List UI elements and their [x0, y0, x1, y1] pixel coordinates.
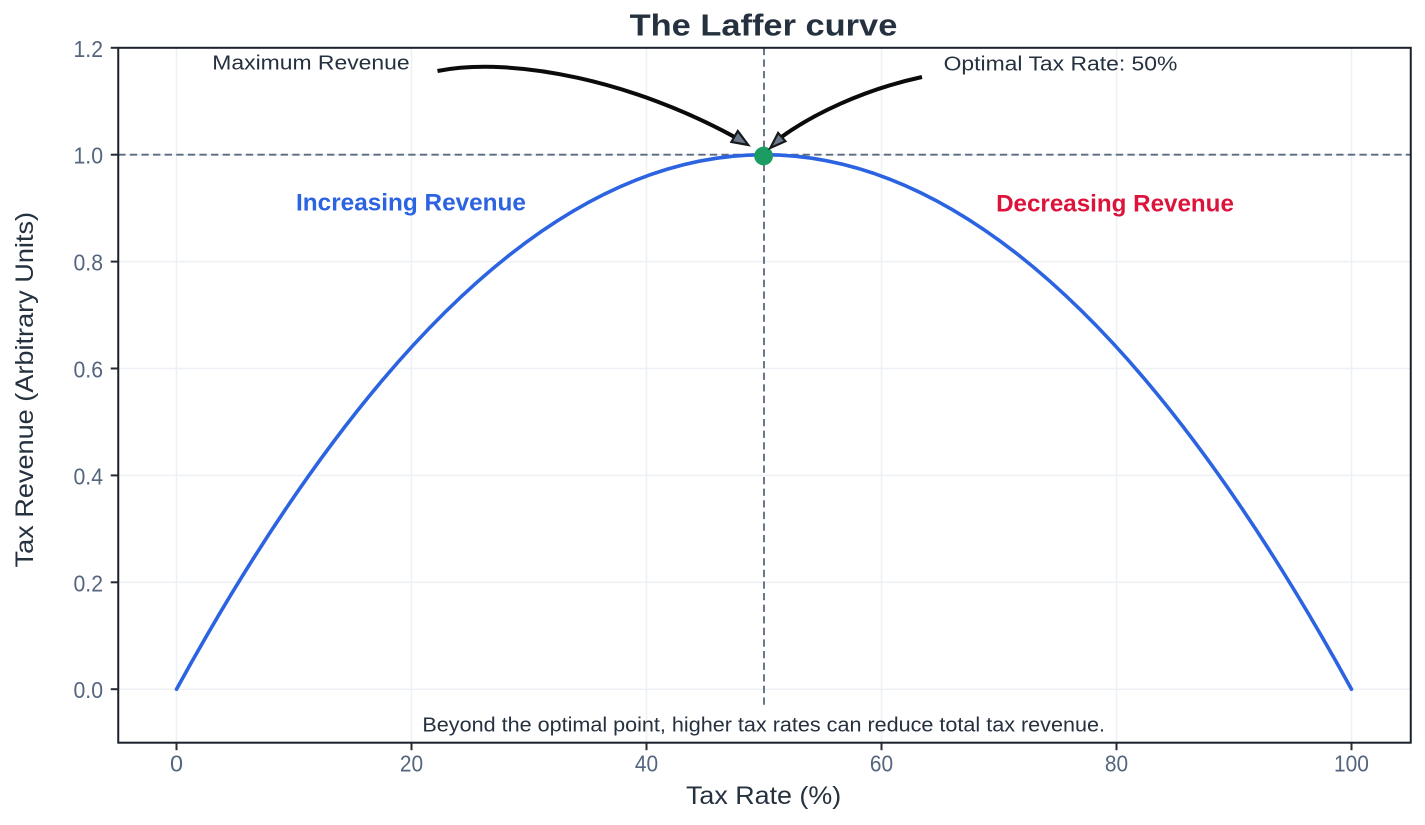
- svg-text:0.2: 0.2: [74, 570, 104, 596]
- svg-text:Increasing Revenue: Increasing Revenue: [296, 189, 526, 216]
- svg-text:0.4: 0.4: [74, 463, 104, 489]
- svg-text:40: 40: [635, 751, 658, 777]
- svg-text:1.0: 1.0: [74, 143, 104, 169]
- svg-text:20: 20: [400, 751, 423, 777]
- svg-text:0.0: 0.0: [74, 677, 104, 703]
- svg-text:Optimal Tax Rate: 50%: Optimal Tax Rate: 50%: [944, 54, 1178, 76]
- svg-text:0.6: 0.6: [74, 357, 104, 383]
- svg-text:Tax Rate (%): Tax Rate (%): [686, 782, 841, 810]
- svg-text:Maximum Revenue: Maximum Revenue: [212, 53, 409, 75]
- svg-text:1.2: 1.2: [74, 36, 104, 62]
- svg-text:Tax Revenue (Arbitrary Units): Tax Revenue (Arbitrary Units): [11, 212, 39, 568]
- svg-text:The Laffer curve: The Laffer curve: [630, 9, 898, 43]
- svg-text:100: 100: [1334, 751, 1369, 777]
- svg-text:0: 0: [170, 751, 183, 777]
- svg-text:60: 60: [870, 751, 893, 777]
- svg-text:Beyond the optimal point, high: Beyond the optimal point, higher tax rat…: [422, 715, 1105, 737]
- svg-text:Decreasing Revenue: Decreasing Revenue: [996, 191, 1234, 218]
- svg-text:0.8: 0.8: [74, 250, 104, 276]
- svg-text:80: 80: [1105, 751, 1128, 777]
